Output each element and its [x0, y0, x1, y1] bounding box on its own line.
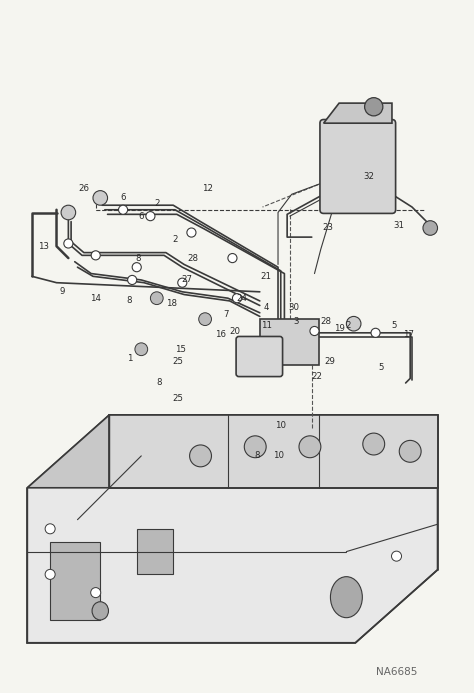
- Text: 6: 6: [120, 193, 126, 202]
- Text: 5: 5: [378, 363, 384, 372]
- Text: 8: 8: [136, 254, 141, 263]
- Polygon shape: [27, 415, 438, 642]
- Text: 31: 31: [394, 221, 405, 230]
- Circle shape: [187, 228, 196, 237]
- Text: 21: 21: [261, 272, 272, 281]
- Circle shape: [45, 570, 55, 579]
- Ellipse shape: [92, 602, 109, 620]
- Circle shape: [310, 326, 319, 335]
- Bar: [260, 319, 319, 365]
- Circle shape: [399, 440, 421, 462]
- Circle shape: [91, 251, 100, 260]
- Circle shape: [363, 433, 385, 455]
- Circle shape: [118, 205, 128, 214]
- Circle shape: [392, 551, 401, 561]
- Circle shape: [346, 317, 361, 331]
- Circle shape: [232, 294, 242, 303]
- Circle shape: [91, 588, 100, 597]
- Bar: [137, 529, 173, 574]
- Text: 12: 12: [202, 184, 213, 193]
- Circle shape: [199, 313, 211, 326]
- Text: 13: 13: [38, 242, 49, 251]
- Text: 11: 11: [261, 321, 272, 330]
- Circle shape: [178, 278, 187, 288]
- Text: 7: 7: [223, 310, 229, 319]
- Circle shape: [146, 211, 155, 220]
- Circle shape: [132, 263, 141, 272]
- Text: 9: 9: [59, 288, 64, 297]
- Text: 2: 2: [172, 236, 178, 245]
- Text: 23: 23: [323, 224, 334, 232]
- Circle shape: [423, 220, 438, 236]
- Text: 1: 1: [127, 354, 132, 363]
- Text: 4: 4: [264, 303, 269, 312]
- Ellipse shape: [330, 577, 362, 617]
- Circle shape: [150, 292, 163, 304]
- Text: 10: 10: [275, 421, 286, 430]
- Text: NA6685: NA6685: [376, 667, 417, 677]
- Text: 5: 5: [391, 321, 397, 330]
- Text: 29: 29: [325, 358, 336, 367]
- Circle shape: [135, 343, 148, 356]
- Text: 20: 20: [230, 326, 241, 335]
- Text: 6: 6: [138, 211, 144, 220]
- Text: 19: 19: [334, 324, 345, 333]
- Circle shape: [128, 275, 137, 285]
- Circle shape: [365, 98, 383, 116]
- Circle shape: [371, 328, 380, 337]
- Text: 18: 18: [166, 299, 177, 308]
- Text: 3: 3: [293, 317, 299, 326]
- Text: 26: 26: [78, 184, 90, 193]
- Polygon shape: [27, 415, 109, 488]
- Text: 16: 16: [215, 330, 226, 339]
- Text: 2: 2: [346, 321, 351, 330]
- Text: 8: 8: [157, 378, 162, 387]
- Text: 25: 25: [172, 394, 183, 403]
- Circle shape: [64, 239, 73, 248]
- Circle shape: [93, 191, 108, 205]
- Text: 24: 24: [236, 294, 247, 303]
- Circle shape: [299, 436, 321, 457]
- Text: 30: 30: [288, 303, 299, 312]
- Text: 17: 17: [403, 330, 414, 339]
- Bar: [50, 543, 100, 620]
- Polygon shape: [109, 415, 438, 488]
- Text: 28: 28: [188, 254, 199, 263]
- FancyBboxPatch shape: [236, 337, 283, 376]
- Circle shape: [61, 205, 76, 220]
- Circle shape: [228, 254, 237, 263]
- Text: 32: 32: [364, 172, 374, 181]
- Text: 25: 25: [172, 358, 183, 367]
- Text: 8: 8: [255, 451, 260, 460]
- Text: 15: 15: [175, 344, 186, 353]
- Circle shape: [244, 436, 266, 457]
- FancyBboxPatch shape: [320, 119, 396, 213]
- Text: 22: 22: [312, 372, 323, 381]
- Text: 14: 14: [90, 294, 101, 303]
- Text: 10: 10: [273, 451, 283, 460]
- Text: 2: 2: [154, 199, 160, 208]
- Polygon shape: [324, 103, 392, 123]
- Circle shape: [190, 445, 211, 467]
- Text: 8: 8: [127, 297, 132, 306]
- Text: 28: 28: [321, 317, 332, 326]
- Circle shape: [45, 524, 55, 534]
- Text: 27: 27: [182, 275, 192, 284]
